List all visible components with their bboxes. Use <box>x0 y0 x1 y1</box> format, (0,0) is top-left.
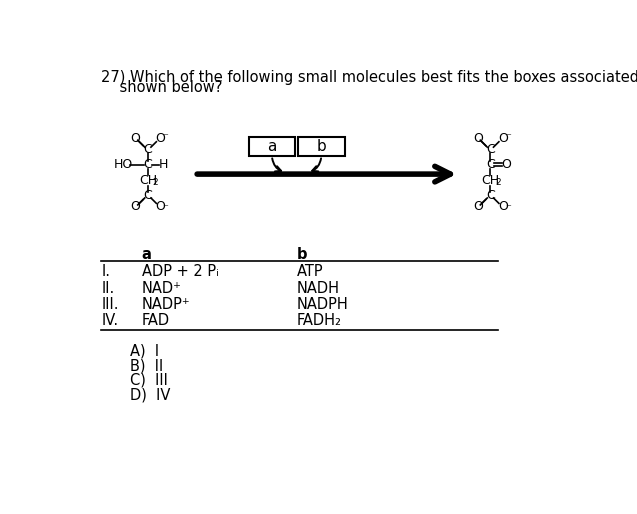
Text: ⁻: ⁻ <box>162 132 169 142</box>
Text: a: a <box>141 247 152 263</box>
Text: ADP + 2 Pᵢ: ADP + 2 Pᵢ <box>141 264 218 280</box>
Text: O: O <box>155 132 165 145</box>
Text: FAD: FAD <box>141 313 169 328</box>
Bar <box>298 137 345 156</box>
FancyArrowPatch shape <box>312 158 321 171</box>
Text: O: O <box>473 200 483 213</box>
Text: 2: 2 <box>496 178 501 187</box>
Text: a: a <box>267 139 276 154</box>
Text: I.: I. <box>101 264 110 280</box>
Text: O: O <box>155 200 165 213</box>
Text: NADH: NADH <box>297 281 340 296</box>
Text: D)  IV: D) IV <box>130 388 170 402</box>
Text: C: C <box>486 158 495 171</box>
Text: C: C <box>486 143 495 156</box>
Text: ATP: ATP <box>297 264 323 280</box>
Text: C: C <box>143 143 152 156</box>
Text: C: C <box>143 158 152 171</box>
Text: C: C <box>486 189 495 202</box>
Text: C: C <box>143 189 152 202</box>
Text: B)  II: B) II <box>130 358 163 373</box>
Text: H: H <box>159 158 168 171</box>
Text: O: O <box>498 132 508 145</box>
Text: b: b <box>297 247 307 263</box>
Text: HO: HO <box>113 158 132 171</box>
Text: O: O <box>498 200 508 213</box>
Text: NADP⁺: NADP⁺ <box>141 297 190 311</box>
Text: A)  I: A) I <box>130 344 159 359</box>
Text: NADPH: NADPH <box>297 297 348 311</box>
Text: ⁻: ⁻ <box>505 203 511 213</box>
Text: shown below?: shown below? <box>101 80 222 95</box>
Text: NAD⁺: NAD⁺ <box>141 281 182 296</box>
Text: O: O <box>501 158 511 171</box>
FancyArrowPatch shape <box>272 158 281 171</box>
Bar <box>248 137 295 156</box>
Text: CH: CH <box>482 174 499 187</box>
Text: IV.: IV. <box>101 313 118 328</box>
Text: O: O <box>131 132 140 145</box>
Text: 2: 2 <box>153 178 159 187</box>
Text: CH: CH <box>139 174 157 187</box>
Text: ⁻: ⁻ <box>505 132 511 142</box>
Text: ⁻: ⁻ <box>162 203 169 213</box>
Text: III.: III. <box>101 297 119 311</box>
Text: 27) Which of the following small molecules best fits the boxes associated with t: 27) Which of the following small molecul… <box>101 70 637 85</box>
Text: II.: II. <box>101 281 115 296</box>
Text: O: O <box>131 200 140 213</box>
Text: b: b <box>317 139 326 154</box>
Text: O: O <box>473 132 483 145</box>
Text: C)  III: C) III <box>130 373 168 388</box>
Text: FADH₂: FADH₂ <box>297 313 341 328</box>
